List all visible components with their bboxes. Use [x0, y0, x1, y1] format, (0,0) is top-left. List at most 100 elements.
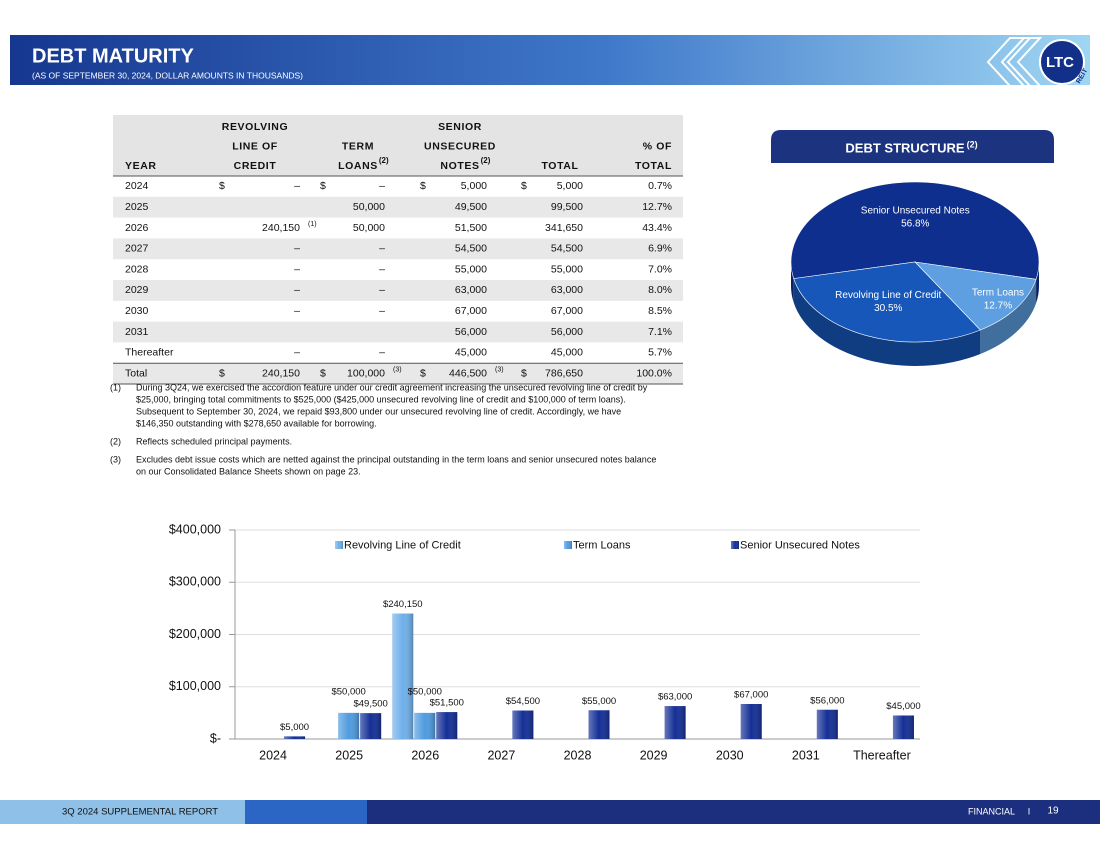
bar-shade: [664, 706, 686, 739]
y-tick-label: $200,000: [169, 627, 221, 641]
table-cell: 43.4%: [642, 222, 672, 234]
bar-shade: [512, 710, 534, 739]
table-cell: –: [294, 305, 300, 317]
column-header: REVOLVING: [222, 121, 288, 133]
table-cell: –: [379, 284, 385, 296]
table-cell: 67,000: [551, 305, 583, 317]
row-shade: [113, 363, 683, 384]
table-cell: 56,000: [551, 326, 583, 338]
table-cell: $: [219, 180, 225, 192]
table-cell: –: [379, 305, 385, 317]
table-cell: 54,500: [551, 243, 583, 255]
data-label: $240,150: [383, 599, 423, 610]
pie-title: DEBT STRUCTURE: [845, 140, 964, 155]
legend-label: Revolving Line of Credit: [344, 539, 461, 551]
y-tick-label: $300,000: [169, 575, 221, 589]
cell-note: (1): [308, 221, 317, 228]
table-cell: 341,650: [545, 222, 583, 234]
table-cell: 2031: [125, 326, 149, 338]
row-shade: [113, 280, 683, 301]
legend-swatch-shade: [731, 541, 739, 549]
x-tick-label: 2026: [411, 748, 439, 762]
legend-label: Senior Unsecured Notes: [740, 539, 860, 551]
page-subtitle: (AS OF SEPTEMBER 30, 2024, DOLLAR AMOUNT…: [32, 70, 303, 80]
bar-shade: [892, 715, 914, 739]
pie-label: Revolving Line of Credit: [835, 290, 941, 301]
footnote-text: $146,350 outstanding with $278,650 avail…: [136, 418, 377, 428]
column-header: LOANS: [338, 160, 378, 172]
table-cell: 446,500: [449, 367, 487, 379]
footnote-text: Excludes debt issue costs which are nett…: [136, 454, 656, 464]
table-cell: 54,500: [455, 243, 487, 255]
x-tick-label: 2028: [564, 748, 592, 762]
table-cell: $: [420, 180, 426, 192]
cell-note: (3): [393, 366, 402, 373]
footer-report: 3Q 2024 SUPPLEMENTAL REPORT: [62, 807, 218, 818]
table-cell: 55,000: [455, 263, 487, 275]
footer-band: [0, 800, 245, 824]
pie-value-label: 12.7%: [984, 301, 1012, 312]
column-header: TOTAL: [541, 160, 578, 172]
table-cell: 2027: [125, 243, 149, 255]
table-cell: –: [379, 180, 385, 192]
table-cell: 7.0%: [648, 263, 672, 275]
table-cell: 0.7%: [648, 180, 672, 192]
table-cell: 5.7%: [648, 347, 672, 359]
data-label: $5,000: [280, 722, 309, 733]
table-cell: 56,000: [455, 326, 487, 338]
data-label: $51,500: [430, 698, 464, 709]
table-cell: 50,000: [353, 222, 385, 234]
table-cell: 2028: [125, 263, 149, 275]
table-cell: 2024: [125, 180, 149, 192]
table-cell: –: [294, 263, 300, 275]
data-label: $45,000: [886, 701, 920, 712]
x-tick-label: 2027: [487, 748, 515, 762]
footnote-text: Reflects scheduled principal payments.: [136, 436, 292, 446]
bar-shade: [588, 710, 610, 739]
row-shade: [113, 196, 683, 218]
bar-shade: [338, 712, 360, 739]
column-header-note: (2): [481, 156, 491, 165]
pie-slice: [793, 261, 981, 343]
table-cell: 2026: [125, 222, 149, 234]
column-header: TOTAL: [635, 160, 672, 172]
data-label: $54,500: [506, 696, 540, 707]
table-cell: 8.5%: [648, 305, 672, 317]
page-number: 19: [1047, 806, 1059, 817]
footer-band: [367, 800, 1100, 824]
bar-shade: [392, 613, 414, 739]
x-tick-label: 2025: [335, 748, 363, 762]
table-cell: 12.7%: [642, 201, 672, 213]
table-cell: $: [320, 180, 326, 192]
table-cell: $: [219, 367, 225, 379]
table-cell: Thereafter: [125, 347, 174, 359]
table-cell: Total: [125, 367, 147, 379]
legend-swatch-shade: [335, 541, 343, 549]
data-label: $50,000: [408, 686, 442, 697]
bar-shade: [284, 736, 306, 739]
pie-title-tab: [771, 130, 1054, 163]
row-shade: [113, 238, 683, 260]
table-cell: 99,500: [551, 201, 583, 213]
pie-slice: [914, 261, 1037, 331]
footnote-marker: (2): [110, 436, 121, 446]
table-cell: –: [379, 347, 385, 359]
table-cell: 2025: [125, 201, 149, 213]
bar-shade: [816, 709, 838, 739]
table-cell: 45,000: [551, 347, 583, 359]
row-shade: [113, 321, 683, 343]
table-cell: –: [294, 347, 300, 359]
column-header: NOTES: [440, 160, 479, 172]
table-cell: 63,000: [455, 284, 487, 296]
column-header: UNSECURED: [424, 140, 496, 152]
table-cell: 6.9%: [648, 243, 672, 255]
pie-slice-side: [793, 278, 981, 366]
pie-slice-side: [980, 279, 1037, 354]
footnote-text: on our Consolidated Balance Sheets shown…: [136, 466, 361, 476]
pie-value-label: 56.8%: [901, 219, 929, 230]
table-cell: –: [294, 243, 300, 255]
column-header-note: (2): [379, 156, 389, 165]
table-cell: $: [420, 367, 426, 379]
